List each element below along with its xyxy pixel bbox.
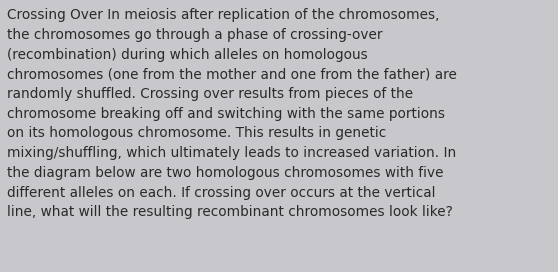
Text: Crossing Over In meiosis after replication of the chromosomes,
the chromosomes g: Crossing Over In meiosis after replicati…	[7, 8, 457, 219]
